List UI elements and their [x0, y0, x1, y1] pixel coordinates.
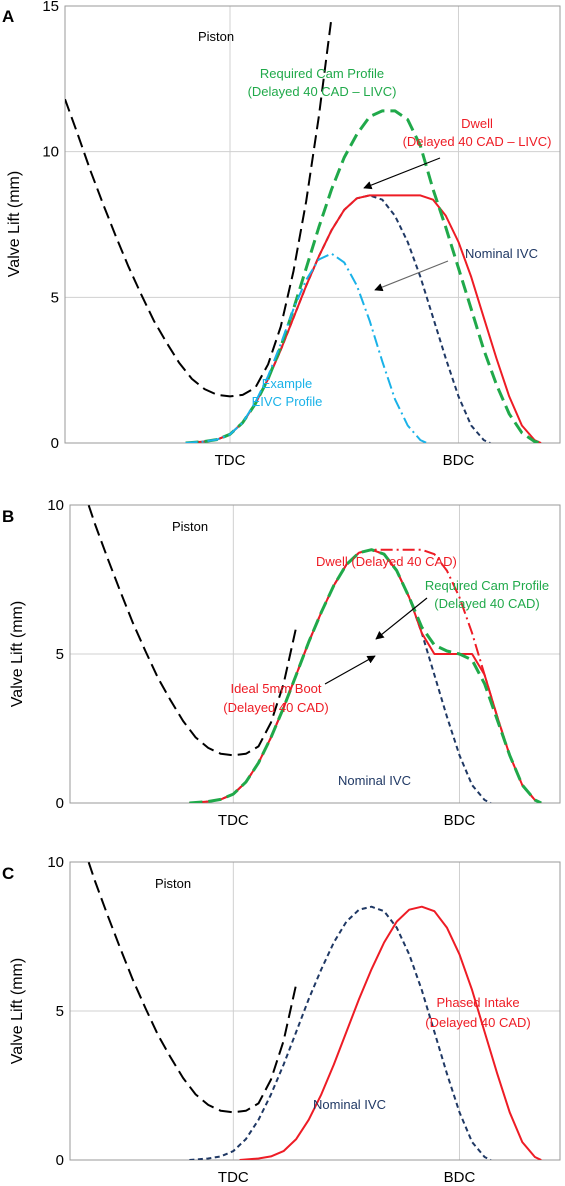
series-line-piston: [87, 862, 298, 1114]
panel-letter: C: [2, 864, 14, 883]
annotation-line: Phased Intake: [436, 995, 519, 1010]
y-tick-label: 10: [42, 144, 59, 161]
plot-frame: [69, 861, 561, 1161]
annotation-label: Ideal 5mm Boot (Delayed 40 CAD): [223, 681, 329, 715]
annotation-line: Dwell: [461, 116, 493, 131]
series-line-nominal-ivc: [185, 194, 491, 443]
y-tick-label: 5: [56, 646, 64, 663]
x-marker-label-tdc: TDC: [218, 1169, 249, 1186]
series-group: [87, 862, 542, 1160]
y-tick-label: 0: [56, 795, 64, 812]
annotation-line: (Delayed 40 CAD – LIVC): [403, 134, 552, 149]
plot-frame: [64, 5, 561, 444]
series-line-required-cam-profile-delayed-40-cad: [189, 548, 542, 803]
plot-frame: [69, 504, 561, 804]
annotation-label: Nominal IVC: [338, 773, 411, 788]
panel-letter: A: [2, 7, 14, 26]
y-axis-label: Valve Lift (mm): [9, 958, 26, 1064]
annotation-line: Nominal IVC: [338, 773, 411, 788]
panel-letter: B: [2, 507, 14, 526]
annotation-arrow: [324, 655, 376, 685]
series-line-phased-intake-delayed-40-cad: [239, 905, 542, 1160]
annotation-line: (Delayed 40 CAD): [434, 596, 540, 611]
annotation-label: Nominal IVC: [465, 246, 538, 261]
annotation-line: Example: [262, 376, 313, 391]
annotation-label: Piston: [198, 29, 234, 44]
annotation-label: Piston: [172, 519, 208, 534]
annotation-line: EIVC Profile: [252, 394, 323, 409]
y-tick-label: 5: [51, 289, 59, 306]
annotation-label: Example EIVC Profile: [252, 376, 323, 409]
annotation-line: (Delayed 40 CAD – LIVC): [248, 84, 397, 99]
chart-panel-B: 0 5 10 TDC BDC Valve Lift (mm) B Piston Dwell (D…: [2, 497, 561, 829]
annotation-label: Piston: [155, 876, 191, 891]
x-marker-label-bdc: BDC: [444, 812, 476, 829]
series-line-nominal-ivc: [189, 905, 492, 1160]
x-marker-label-bdc: BDC: [444, 1169, 476, 1186]
annotation-line: Nominal IVC: [465, 246, 538, 261]
y-tick-label: 10: [47, 854, 64, 871]
x-marker-label-tdc: TDC: [215, 452, 246, 469]
annotation-label: Dwell (Delayed 40 CAD): [316, 554, 457, 569]
series-group: [65, 17, 542, 443]
x-marker-label-bdc: BDC: [443, 452, 475, 469]
annotation-line: Nominal IVC: [313, 1097, 386, 1112]
annotation-label: Required Cam Profile (Delayed 40 CAD): [425, 578, 549, 611]
y-tick-label: 10: [47, 497, 64, 514]
chart-panel-A: 0 5 10 15 TDC BDC Valve Lift (mm) A Piston Requir…: [2, 0, 561, 469]
annotation-line: Piston: [172, 519, 208, 534]
annotation-line: Piston: [198, 29, 234, 44]
annotation-label: Nominal IVC: [313, 1097, 386, 1112]
annotation-label: Required Cam Profile (Delayed 40 CAD – LI…: [248, 66, 397, 99]
annotation-line: Dwell (Delayed 40 CAD): [316, 554, 457, 569]
annotation-arrow: [363, 157, 441, 190]
series-line-dwell-delayed-40-cad-livc: [185, 194, 542, 443]
series-line-example-eivc-profile: [185, 252, 428, 443]
series-group: [87, 505, 542, 803]
series-line-piston: [65, 17, 333, 398]
series-line-required-cam-profile-delayed-40-cad-livc: [185, 109, 542, 443]
annotation-line: Ideal 5mm Boot: [230, 681, 321, 696]
y-tick-label: 0: [51, 435, 59, 452]
y-tick-label: 15: [42, 0, 59, 15]
chart-panel-C: 0 5 10 TDC BDC Valve Lift (mm) C Piston Phased I…: [2, 854, 561, 1186]
annotation-line: Required Cam Profile: [425, 578, 549, 593]
annotation-label: Phased Intake (Delayed 40 CAD): [425, 995, 531, 1030]
annotation-line: Required Cam Profile: [260, 66, 384, 81]
annotation-line: (Delayed 40 CAD): [223, 700, 329, 715]
x-marker-label-tdc: TDC: [218, 812, 249, 829]
y-axis-label: Valve Lift (mm): [6, 171, 23, 277]
y-axis-label: Valve Lift (mm): [9, 601, 26, 707]
y-tick-label: 5: [56, 1003, 64, 1020]
annotation-line: (Delayed 40 CAD): [425, 1015, 531, 1030]
annotation-arrow: [375, 597, 428, 640]
annotation-arrow: [374, 260, 449, 292]
series-line-piston: [87, 505, 298, 757]
annotation-line: Piston: [155, 876, 191, 891]
annotation-label: Dwell (Delayed 40 CAD – LIVC): [403, 116, 552, 149]
y-tick-label: 0: [56, 1152, 64, 1169]
